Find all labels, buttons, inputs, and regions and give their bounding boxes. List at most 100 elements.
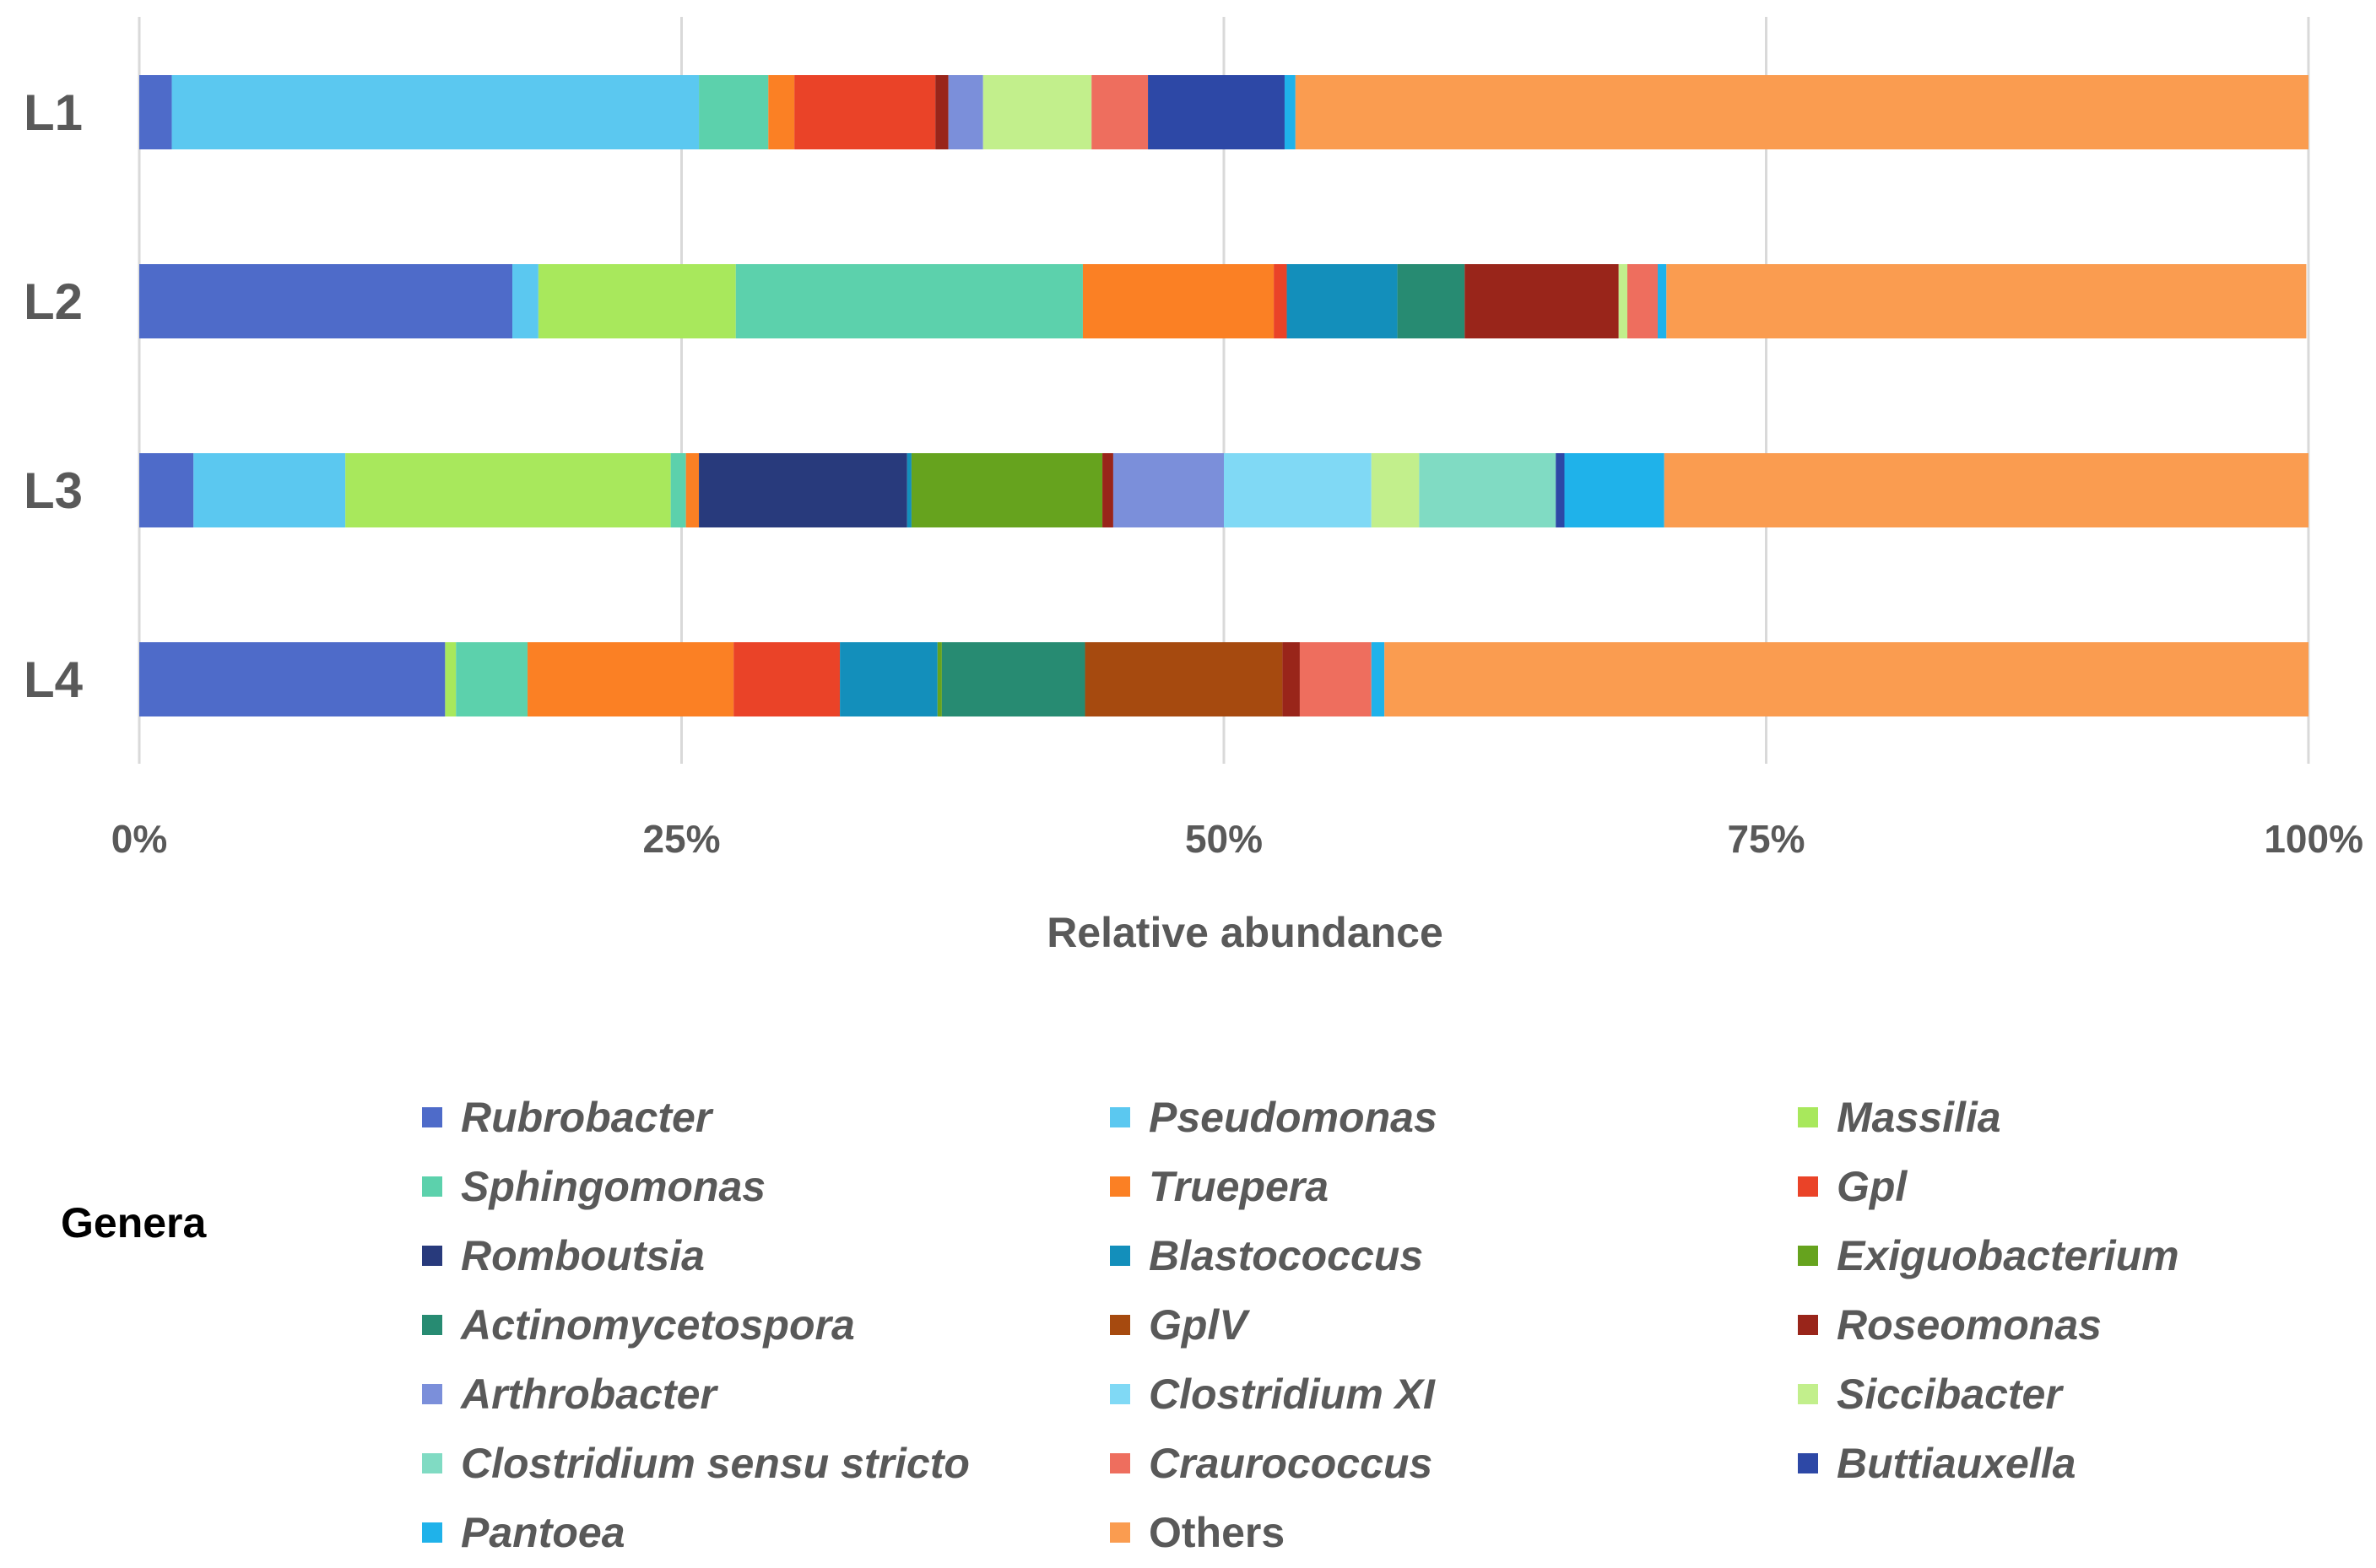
legend-swatch (1110, 1107, 1130, 1127)
bar-segment-l1-gpl (794, 75, 936, 149)
legend-item-truepera: Truepera (1110, 1152, 1798, 1221)
bar-segment-l3-truepera (685, 453, 700, 527)
legend-label: Roseomonas (1837, 1301, 2102, 1349)
legend-item-craurococcus: Craurococcus (1110, 1429, 1798, 1498)
bar-segment-l2-actinomycetospora (1397, 264, 1465, 338)
legend-item-gpl: Gpl (1798, 1152, 2346, 1221)
bar-row-l2 (139, 264, 2307, 338)
bar-segment-l3-siccibacter (1371, 453, 1420, 527)
legend-item-romboutsia: Romboutsia (422, 1221, 1110, 1290)
bar-segment-l3-romboutsia (699, 453, 907, 527)
bar-segment-l2-others (1666, 264, 2307, 338)
category-label-l4: L4 (24, 652, 84, 708)
bar-segment-l2-craurococcus (1627, 264, 1658, 338)
legend-label: Buttiauxella (1837, 1440, 2076, 1487)
bar-segment-l4-craurococcus (1299, 642, 1372, 716)
bar-segment-l1-pantoea (1284, 75, 1296, 149)
bar-segment-l3-clostridium-sensu-stricto (1419, 453, 1556, 527)
bar-segment-l1-arthrobacter (948, 75, 983, 149)
tick-label-100: 100% (2264, 817, 2363, 861)
bar-segment-l3-pseudomonas (193, 453, 346, 527)
x-tick-labels: 0% 25% 50% 75% 100% (111, 817, 2363, 861)
legend-label: Actinomycetospora (461, 1301, 855, 1349)
legend-item-pantoea: Pantoea (422, 1498, 1110, 1567)
legend-swatch (1110, 1384, 1130, 1404)
legend-swatch (1110, 1176, 1130, 1197)
bar-segment-l3-roseomonas (1102, 453, 1113, 527)
bar-segment-l4-gplv (1085, 642, 1283, 716)
category-label-l2: L2 (24, 273, 83, 330)
bar-segment-l4-massilia (445, 642, 457, 716)
legend-label: Pantoea (461, 1509, 625, 1556)
legend-swatch (422, 1453, 442, 1473)
legend-item-clostridium-sensu-stricto: Clostridium sensu stricto (422, 1429, 1110, 1498)
bar-segment-l2-rubrobacter (139, 264, 513, 338)
legend-swatch (422, 1522, 442, 1543)
legend-item-rubrobacter: Rubrobacter (422, 1083, 1110, 1152)
legend-swatch (422, 1384, 442, 1404)
legend-item-sphingomonas: Sphingomonas (422, 1152, 1110, 1221)
legend-item-arthrobacter: Arthrobacter (422, 1360, 1110, 1429)
tick-label-0: 0% (111, 817, 167, 861)
bar-segment-l4-truepera (528, 642, 734, 716)
legend-item-massilia: Massilia (1798, 1083, 2346, 1152)
legend-label: Clostridium sensu stricto (461, 1440, 970, 1487)
x-axis-title: Relative abundance (1047, 909, 1443, 956)
bar-segment-l4-blastococcus (840, 642, 938, 716)
bar-segment-l1-siccibacter (982, 75, 1092, 149)
legend: Rubrobacter Pseudomonas Massilia Sphingomon… (422, 1083, 2346, 1567)
legend-item-gplv: GplV (1110, 1290, 1798, 1360)
legend-swatch (422, 1107, 442, 1127)
legend-swatch (1798, 1176, 1818, 1197)
bar-segment-l3-clostridium-xi (1224, 453, 1372, 527)
legend-label: Siccibacter (1837, 1371, 2062, 1418)
bar-segment-l3-sphingomonas (670, 453, 686, 527)
legend-label: Exiguobacterium (1837, 1232, 2179, 1279)
stacked-bar-chart: L1 L2 L3 L4 0% 25% 50% 75% 100% Relative abunda… (24, 17, 2363, 956)
bar-segment-l3-blastococcus (907, 453, 912, 527)
bar-segment-l1-truepera (768, 75, 795, 149)
bar-segment-l4-roseomonas (1282, 642, 1300, 716)
bar-segment-l1-buttiauxella (1148, 75, 1285, 149)
bar-segment-l4-exiguobacterium (937, 642, 942, 716)
legend-swatch (1798, 1107, 1818, 1127)
legend-item-actinomycetospora: Actinomycetospora (422, 1290, 1110, 1360)
bar-segment-l1-craurococcus (1091, 75, 1149, 149)
legend-label: Massilia (1837, 1094, 2001, 1141)
bar-segment-l1-rubrobacter (139, 75, 172, 149)
legend-label: Craurococcus (1149, 1440, 1433, 1487)
legend-swatch (1110, 1522, 1130, 1543)
legend-label: Pseudomonas (1149, 1094, 1437, 1141)
legend-item-pseudomonas: Pseudomonas (1110, 1083, 1798, 1152)
legend-item-clostridium-xi: Clostridium XI (1110, 1360, 1798, 1429)
legend-label: Truepera (1149, 1163, 1329, 1210)
bar-segment-l3-arthrobacter (1112, 453, 1224, 527)
legend-title: Genera (61, 1199, 207, 1246)
legend-swatch (1798, 1246, 1818, 1266)
bar-segment-l2-blastococcus (1286, 264, 1398, 338)
bar-segment-l4-gpl (733, 642, 841, 716)
legend-swatch (1798, 1315, 1818, 1335)
bar-row-l4 (139, 642, 2308, 716)
legend-swatch (1110, 1246, 1130, 1266)
bar-segment-l2-siccibacter (1618, 264, 1628, 338)
legend-label: GplV (1149, 1301, 1248, 1349)
legend-label: Blastococcus (1149, 1232, 1424, 1279)
bar-segment-l4-rubrobacter (139, 642, 446, 716)
bar-segment-l3-pantoea (1564, 453, 1664, 527)
legend-swatch (1110, 1315, 1130, 1335)
bar-segment-l1-pseudomonas (171, 75, 700, 149)
category-label-l3: L3 (24, 462, 83, 519)
legend-label: Romboutsia (461, 1232, 705, 1279)
bar-segment-l4-others (1384, 642, 2308, 716)
bar-segment-l2-truepera (1082, 264, 1275, 338)
bar-segment-l4-actinomycetospora (941, 642, 1085, 716)
legend-item-blastococcus: Blastococcus (1110, 1221, 1798, 1290)
legend-label: Clostridium XI (1149, 1371, 1435, 1418)
legend-label: Rubrobacter (461, 1094, 712, 1141)
bar-row-l1 (139, 75, 2308, 149)
legend-swatch (1798, 1384, 1818, 1404)
bar-segment-l2-pseudomonas (512, 264, 539, 338)
bar-segment-l4-pantoea (1371, 642, 1385, 716)
legend-item-buttiauxella: Buttiauxella (1798, 1429, 2346, 1498)
